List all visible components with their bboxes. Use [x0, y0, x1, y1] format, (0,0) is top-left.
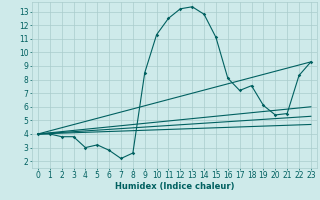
X-axis label: Humidex (Indice chaleur): Humidex (Indice chaleur) [115, 182, 234, 191]
